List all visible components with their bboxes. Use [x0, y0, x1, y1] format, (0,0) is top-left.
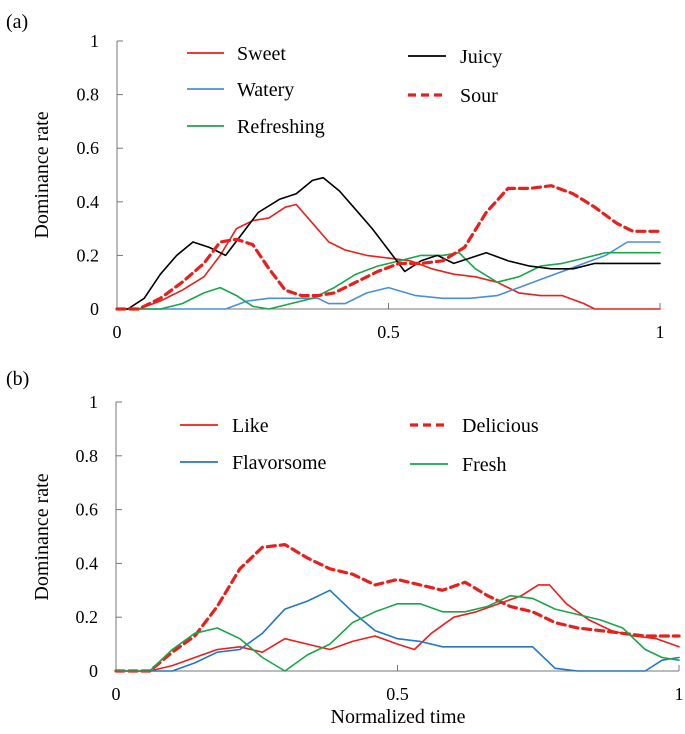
- panel-label: (b): [6, 368, 29, 390]
- legend-label-fresh: Fresh: [462, 454, 506, 476]
- x-tick-label: 0: [112, 684, 121, 704]
- x-tick-label: 0.5: [386, 684, 409, 704]
- series-line-fresh: [115, 594, 680, 672]
- y-tick-label: 0.4: [76, 553, 99, 573]
- panel-label: (a): [6, 11, 28, 33]
- y-axis-title: Dominance rate: [31, 111, 53, 238]
- x-axis-title: Normalized time: [331, 706, 466, 728]
- y-tick-label: 0: [90, 299, 99, 319]
- y-tick-label: 0.2: [76, 607, 99, 627]
- series-line-refreshing: [116, 251, 661, 310]
- y-tick-label: 0.8: [76, 446, 99, 466]
- series-line-like: [115, 584, 680, 672]
- y-axis-title: Dominance rate: [31, 473, 53, 600]
- chart-panel-1: (a) 0 0.2 0.4 0.6 0.8 1 0 0.5 1 Dominance rate Swee…: [6, 11, 665, 342]
- y-tick-label: 0.6: [76, 500, 99, 520]
- series-line-juicy: [116, 176, 661, 310]
- x-tick-label: 0.5: [377, 322, 400, 342]
- x-tick-label: 0: [113, 322, 122, 342]
- y-tick-label: 0.6: [77, 138, 100, 158]
- legend-label-watery: Watery: [237, 79, 294, 101]
- x-tick-label: 1: [656, 322, 665, 342]
- y-tick-label: 0.4: [77, 192, 100, 212]
- legend-label-flavorsome: Flavorsome: [232, 452, 327, 474]
- series-line-flavorsome: [115, 589, 680, 672]
- legend-label-juicy: Juicy: [460, 46, 502, 68]
- y-tick-label: 0.2: [77, 245, 100, 265]
- legend-label-sour: Sour: [460, 85, 498, 107]
- series-line-sweet: [116, 203, 661, 310]
- legend-label-like: Like: [232, 415, 269, 437]
- y-tick-label: 1: [90, 31, 99, 51]
- legend-label-sweet: Sweet: [237, 43, 286, 65]
- legend-label-delicious: Delicious: [462, 415, 539, 437]
- legend-label-refreshing: Refreshing: [237, 116, 325, 138]
- y-tick-label: 0: [89, 661, 98, 681]
- y-tick-label: 0.8: [77, 85, 100, 105]
- series-line-watery: [116, 241, 661, 310]
- chart-panel-2: (b) 0 0.2 0.4 0.6 0.8 1 0 0.5 1 Dominance rate Norm…: [6, 368, 684, 728]
- series-line-sour: [115, 184, 662, 311]
- y-tick-label: 1: [89, 392, 98, 412]
- x-tick-label: 1: [675, 684, 684, 704]
- series-line-delicious: [114, 542, 681, 673]
